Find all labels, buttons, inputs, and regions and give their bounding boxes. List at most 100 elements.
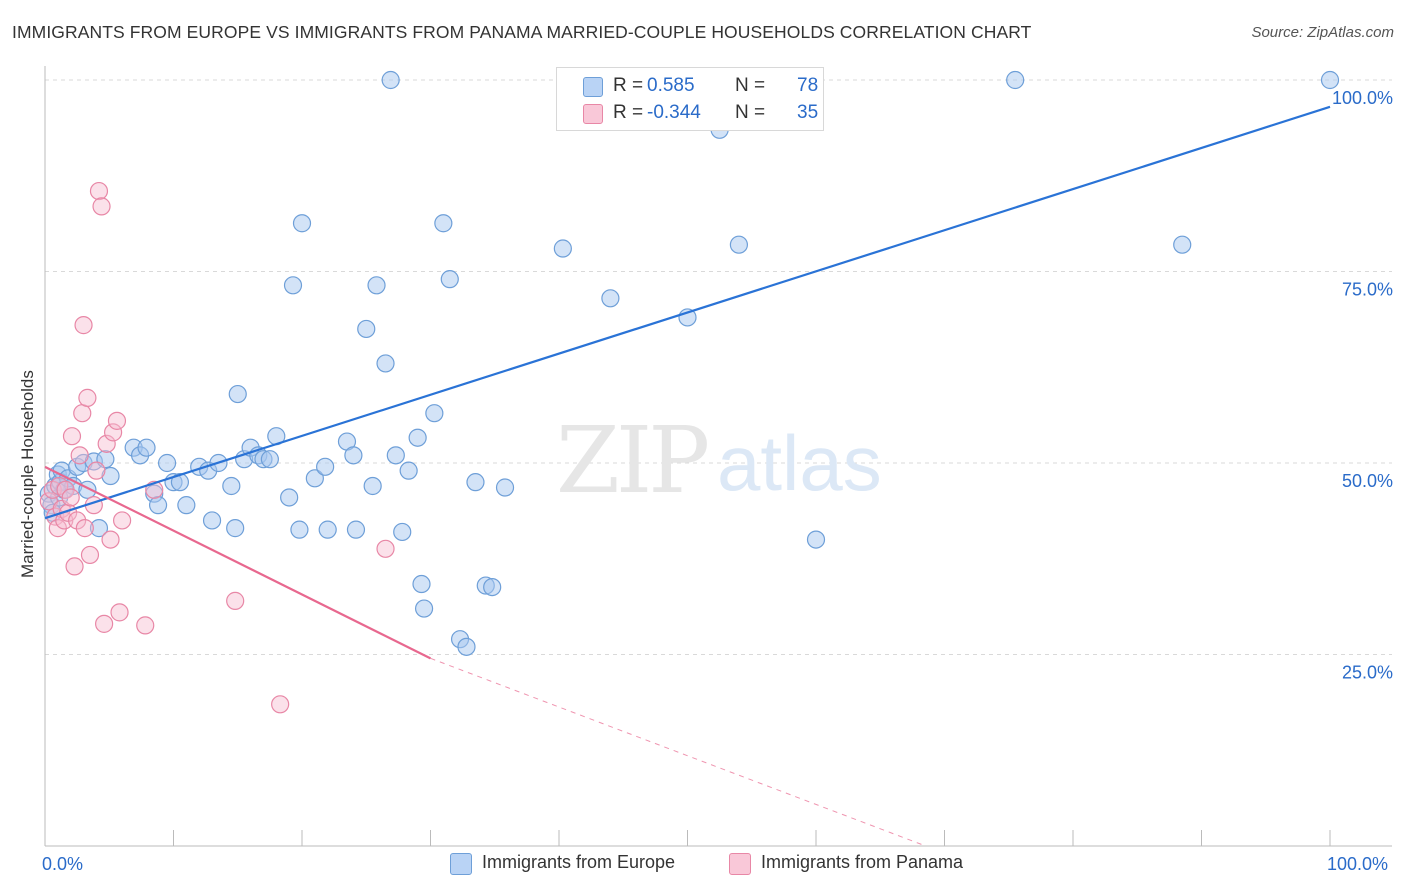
europe-n-label: N = xyxy=(735,75,766,96)
europe-point-46 xyxy=(318,520,337,539)
panama-point-25 xyxy=(101,530,120,549)
panama-point-26 xyxy=(104,423,123,442)
panama-point-22 xyxy=(92,197,111,216)
panama-trend-line xyxy=(44,465,431,660)
europe-point-69 xyxy=(495,478,515,497)
europe-point-63 xyxy=(440,270,459,289)
europe-point-23 xyxy=(157,453,177,473)
watermark-zip: ZIP xyxy=(556,407,707,514)
panama-point-34 xyxy=(376,539,395,558)
europe-point-55 xyxy=(386,446,405,465)
europe-point-33 xyxy=(228,384,247,404)
europe-point-17 xyxy=(101,466,120,486)
panama-point-16 xyxy=(75,519,94,538)
panama-point-30 xyxy=(136,616,155,635)
europe-point-53 xyxy=(376,354,395,373)
panama-point-9 xyxy=(61,488,80,507)
x-tick-label-right: 100.0% xyxy=(1327,854,1389,874)
panama-point-11 xyxy=(65,557,84,576)
europe-swatch xyxy=(583,77,603,97)
panama-point-10 xyxy=(62,427,82,446)
europe-point-45 xyxy=(316,457,335,476)
europe-point-42 xyxy=(290,520,309,539)
panama-point-32 xyxy=(226,591,245,610)
europe-point-70 xyxy=(553,239,572,258)
europe-point-61 xyxy=(425,404,444,423)
bottom-europe-label: Immigrants from Europe xyxy=(482,852,676,872)
bottom-panama-swatch xyxy=(729,853,751,875)
europe-point-25 xyxy=(170,473,190,492)
europe-point-50 xyxy=(357,319,376,339)
europe-point-76 xyxy=(729,235,749,254)
panama-point-21 xyxy=(89,181,109,201)
bottom-europe-swatch xyxy=(450,853,472,875)
panama-point-23 xyxy=(95,614,114,633)
europe-point-43 xyxy=(292,214,312,233)
europe-trend-line xyxy=(44,105,1331,520)
europe-point-44 xyxy=(305,469,324,488)
europe-point-57 xyxy=(399,461,418,480)
y-tick-label-25: 25.0% xyxy=(1342,663,1393,683)
panama-point-15 xyxy=(74,316,93,335)
y-tick-label-50: 50.0% xyxy=(1342,471,1393,491)
panama-point-24 xyxy=(97,434,116,453)
europe-point-58 xyxy=(408,428,427,447)
europe-point-52 xyxy=(367,276,386,295)
panama-n-label: N = xyxy=(735,102,766,123)
panama-point-29 xyxy=(112,511,132,530)
panama-point-18 xyxy=(80,545,100,565)
europe-point-71 xyxy=(601,289,620,308)
europe-point-77 xyxy=(806,530,826,549)
chart-title: IMMIGRANTS FROM EUROPE VS IMMIGRANTS FRO… xyxy=(12,22,1032,42)
europe-point-60 xyxy=(414,599,434,618)
europe-point-79 xyxy=(1173,235,1192,254)
panama-r-value: -0.344 xyxy=(647,102,701,123)
panama-point-14 xyxy=(73,404,92,423)
europe-point-68 xyxy=(483,577,502,597)
europe-r-label: R = xyxy=(613,75,644,96)
europe-point-56 xyxy=(393,522,412,542)
europe-point-66 xyxy=(466,473,485,492)
europe-point-40 xyxy=(280,488,299,507)
source-label: Source: ZipAtlas.com xyxy=(1251,24,1394,41)
bottom-panama-label: Immigrants from Panama xyxy=(761,852,964,872)
europe-point-78 xyxy=(1006,70,1025,90)
panama-point-33 xyxy=(271,695,290,714)
panama-point-17 xyxy=(78,388,97,407)
europe-point-80 xyxy=(1320,70,1340,90)
europe-point-22 xyxy=(148,496,168,515)
europe-point-15 xyxy=(89,519,109,538)
panama-point-28 xyxy=(110,603,129,622)
panama-point-13 xyxy=(70,446,89,465)
europe-point-29 xyxy=(202,511,222,530)
europe-point-48 xyxy=(344,446,363,465)
europe-point-62 xyxy=(434,214,453,233)
correlation-legend: R = 0.585 N = 78 R = -0.344 N = 35 xyxy=(556,67,824,131)
europe-n-value: 78 xyxy=(797,75,819,96)
europe-point-32 xyxy=(226,519,245,538)
x-tick-label-left: 0.0% xyxy=(42,854,84,874)
panama-r-label: R = xyxy=(613,102,644,123)
europe-point-41 xyxy=(283,276,303,295)
y-tick-label-100: 100.0% xyxy=(1332,88,1393,108)
europe-r-value: 0.585 xyxy=(647,75,695,96)
y-tick-label-75: 75.0% xyxy=(1342,280,1393,300)
europe-point-49 xyxy=(346,520,366,539)
europe-point-38 xyxy=(260,450,279,469)
europe-point-20 xyxy=(137,438,156,457)
panama-point-27 xyxy=(107,411,127,430)
panama-point-20 xyxy=(87,461,106,480)
europe-point-26 xyxy=(177,496,196,515)
europe-point-54 xyxy=(381,70,400,90)
panama-point-12 xyxy=(68,511,87,530)
y-axis-label: Married-couple Households xyxy=(18,370,37,578)
europe-point-65 xyxy=(457,637,476,656)
europe-point-31 xyxy=(222,476,241,496)
panama-n-value: 35 xyxy=(797,102,819,123)
europe-point-51 xyxy=(363,476,382,496)
europe-point-59 xyxy=(412,574,431,594)
watermark-atlas: atlas xyxy=(717,419,882,507)
panama-swatch xyxy=(583,104,603,124)
panama-trend-extension xyxy=(430,657,926,847)
